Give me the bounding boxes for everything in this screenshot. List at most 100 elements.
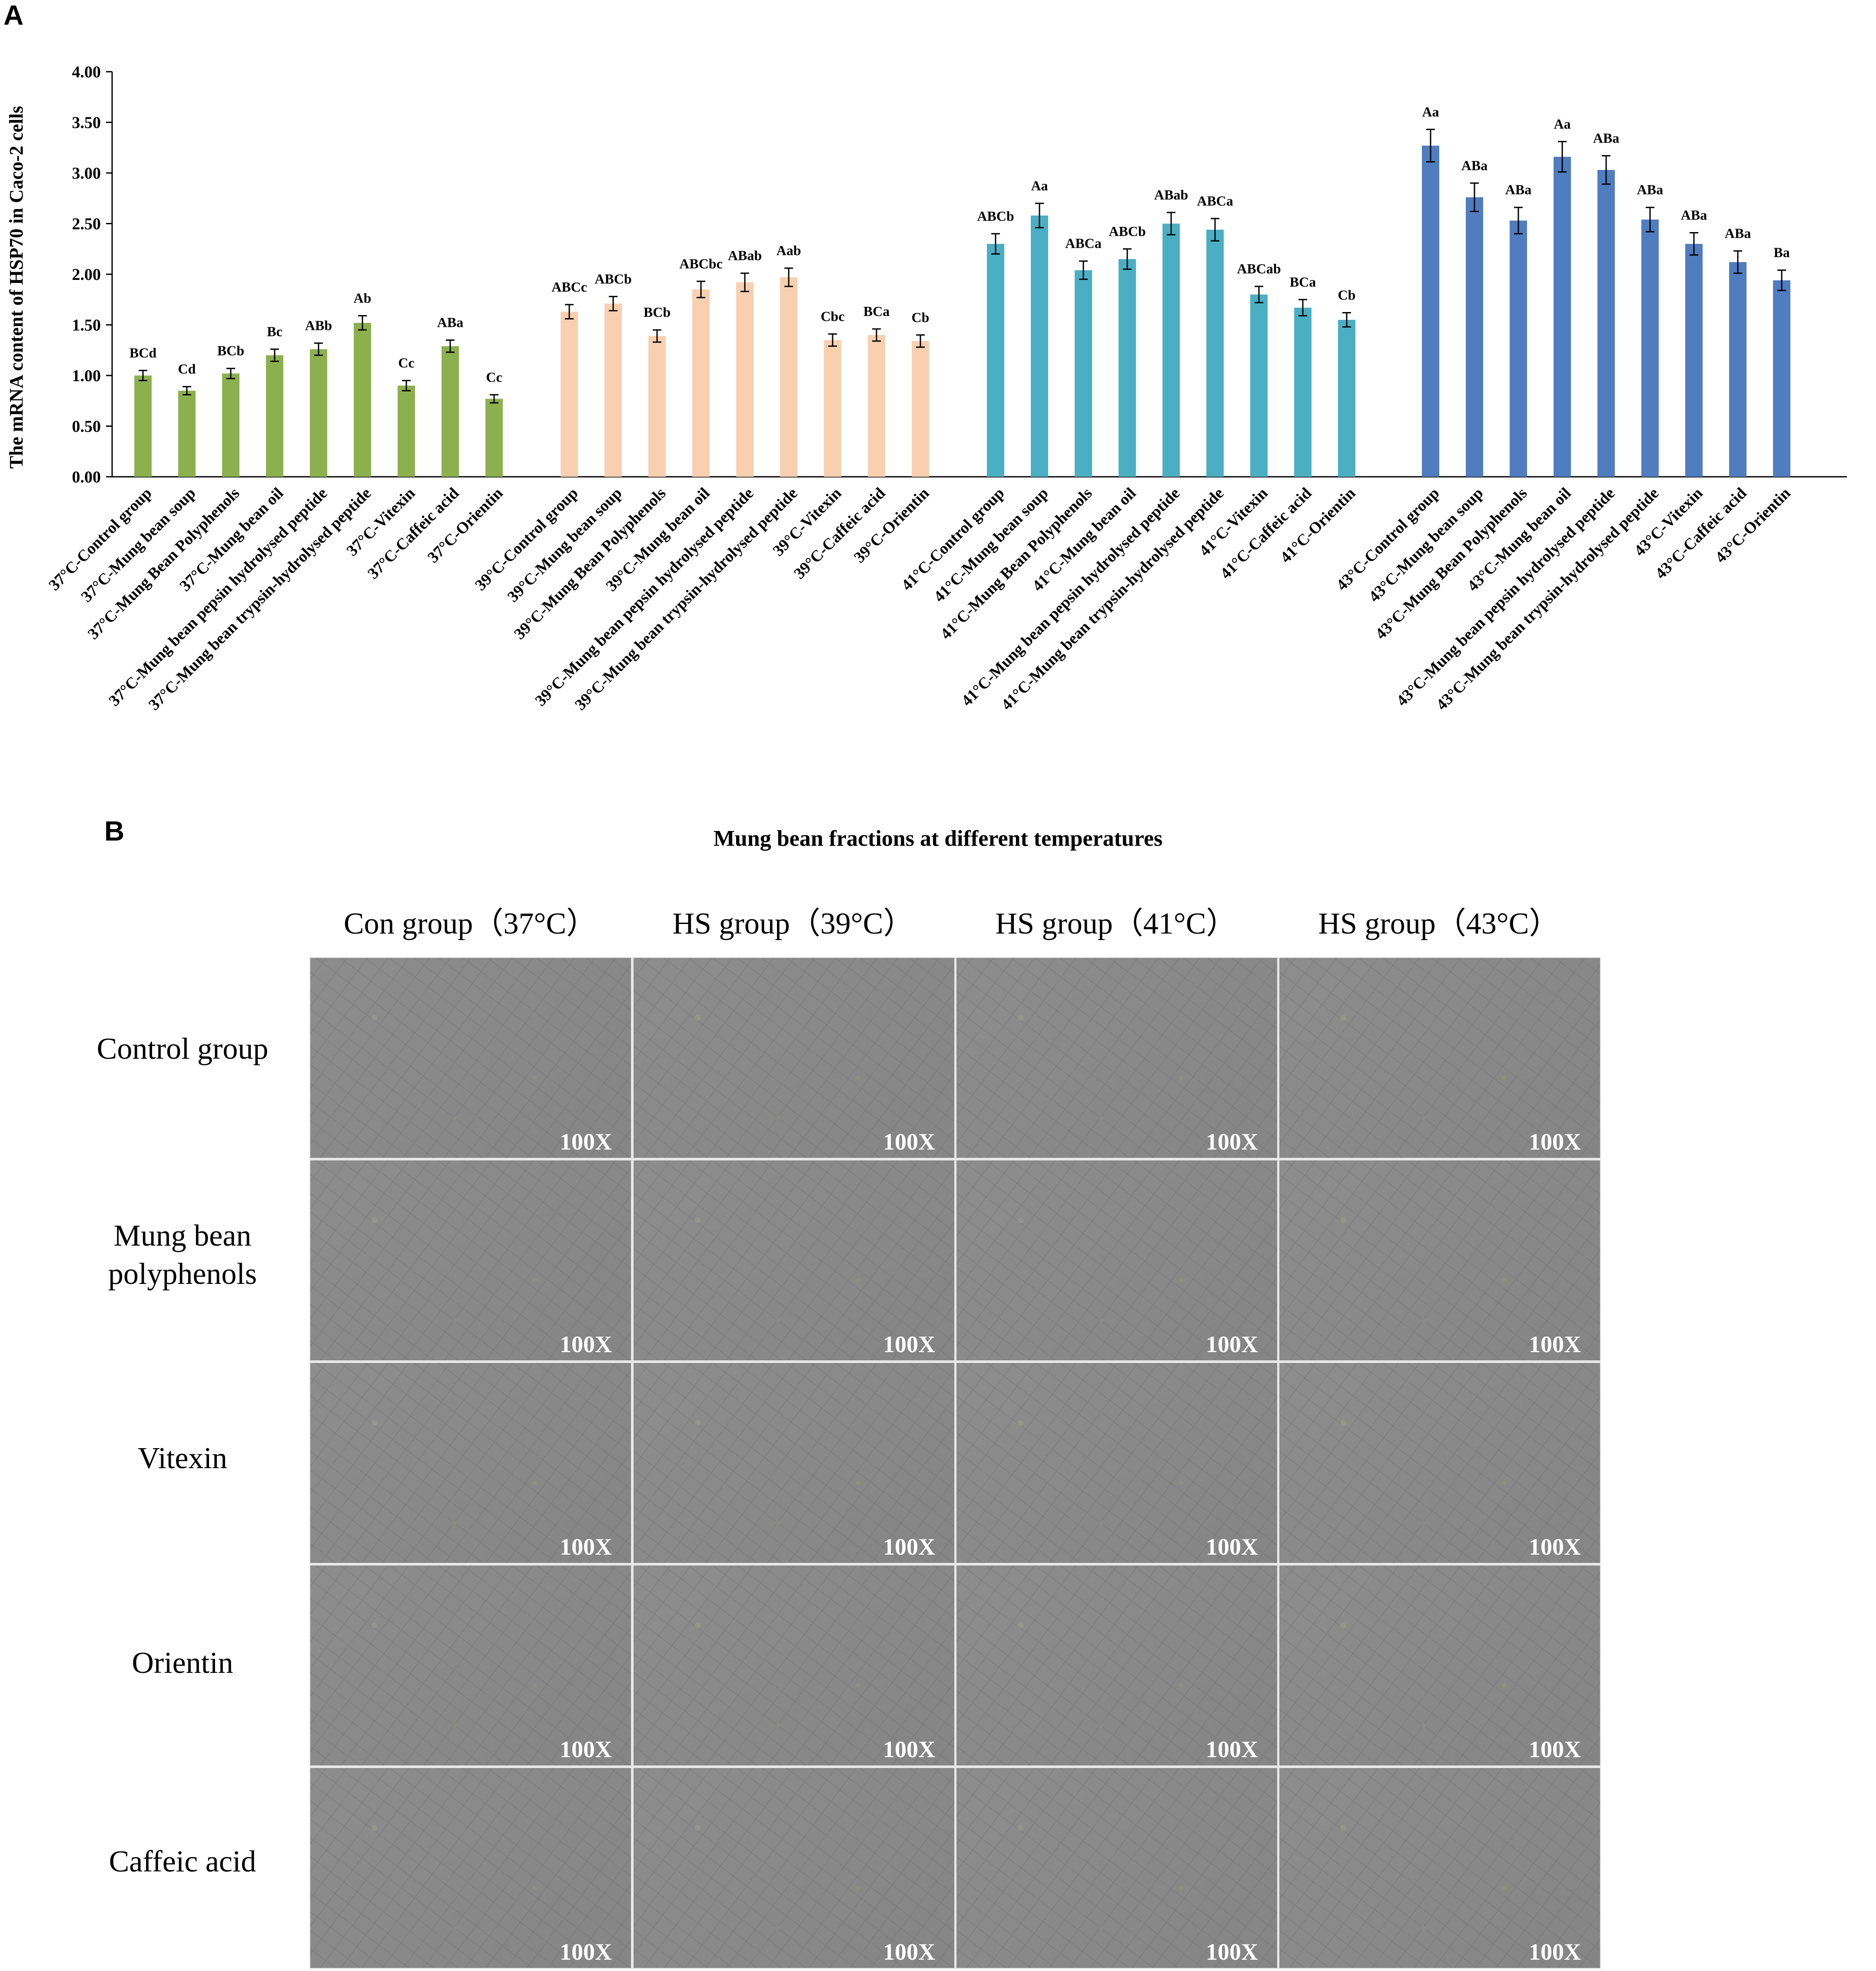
significance-label: ABb — [305, 317, 332, 333]
magnification-label: 100X — [560, 1736, 612, 1762]
significance-label: ABCc — [551, 279, 587, 295]
bar — [1338, 319, 1355, 477]
micrograph-control-37: 100X — [310, 958, 631, 1158]
bar — [266, 355, 283, 477]
significance-label: ABab — [1154, 187, 1188, 203]
row-label-vitexin: Vitexin — [138, 1442, 227, 1475]
micrograph-caffeic-43: 100X — [1279, 1768, 1600, 1968]
significance-label: ABCa — [1197, 193, 1233, 209]
bar — [1206, 229, 1224, 477]
bar — [648, 336, 666, 477]
magnification-label: 100X — [1206, 1939, 1258, 1965]
bar — [485, 399, 503, 477]
significance-label: ABCb — [594, 271, 631, 286]
significance-label: BCa — [1290, 274, 1316, 289]
micrograph-polyphenols-43: 100X — [1279, 1160, 1600, 1360]
significance-label: Cbc — [820, 308, 844, 324]
bar — [1729, 262, 1747, 477]
magnification-label: 100X — [1529, 1736, 1581, 1762]
significance-label: Cb — [1338, 287, 1356, 303]
significance-label: Bc — [267, 323, 282, 339]
significance-label: Ba — [1773, 245, 1790, 260]
micrograph-grid: 100X 100X 100X 100X 100X 100X 100X 100X 100X 100X… — [309, 957, 1601, 1969]
y-tick-label: 2.00 — [72, 266, 101, 284]
x-tick-label: 43°C-Orientin — [1712, 484, 1794, 566]
magnification-label: 100X — [560, 1331, 612, 1357]
micrograph-orientin-41: 100X — [956, 1565, 1277, 1765]
bar — [736, 282, 754, 477]
bar — [1250, 294, 1268, 477]
y-tick-label: 0.50 — [72, 418, 101, 436]
micrograph-polyphenols-41: 100X — [956, 1160, 1277, 1360]
x-tick-label: 41°C-Orientin — [1277, 484, 1359, 566]
bar — [442, 346, 459, 477]
micrograph-vitexin-39: 100X — [634, 1363, 954, 1563]
bar — [1119, 259, 1136, 477]
bar — [1294, 307, 1312, 477]
micrograph-polyphenols-39: 100X — [634, 1160, 954, 1360]
significance-label: ABa — [1593, 130, 1619, 146]
significance-label: Cb — [912, 309, 930, 325]
bar — [178, 390, 196, 477]
y-tick-label: 1.50 — [72, 316, 101, 335]
bar — [1075, 270, 1092, 477]
significance-label: Cc — [486, 369, 502, 385]
magnification-label: 100X — [1206, 1129, 1258, 1155]
column-header-con-37: Con group（37°C） — [343, 907, 597, 941]
significance-label: ABCa — [1065, 236, 1102, 251]
significance-label: ABab — [728, 248, 762, 263]
micrograph-control-43: 100X — [1279, 958, 1600, 1158]
significance-label: ABa — [437, 314, 463, 330]
micrograph-orientin-39: 100X — [634, 1565, 954, 1765]
magnification-label: 100X — [1529, 1939, 1581, 1965]
bar — [1031, 215, 1048, 477]
y-tick-label: 3.00 — [72, 164, 101, 183]
bar — [561, 312, 578, 477]
panel-b-letter: B — [104, 815, 125, 847]
significance-label: ABCbc — [679, 256, 723, 271]
bar — [134, 376, 152, 477]
bar — [1422, 146, 1439, 477]
significance-label: ABCb — [977, 208, 1014, 224]
y-tick-label: 0.00 — [72, 468, 101, 486]
micrograph-caffeic-41: 100X — [956, 1768, 1277, 1968]
row-label-caffeic: Caffeic acid — [109, 1845, 256, 1878]
bar — [1597, 170, 1615, 477]
magnification-label: 100X — [1206, 1534, 1258, 1560]
micrograph-vitexin-37: 100X — [310, 1363, 631, 1563]
significance-label: ABa — [1725, 225, 1751, 241]
bar — [1510, 220, 1527, 477]
magnification-label: 100X — [1529, 1129, 1581, 1155]
significance-label: ABa — [1505, 182, 1531, 197]
magnification-label: 100X — [883, 1534, 935, 1560]
significance-label: Aa — [1422, 104, 1439, 120]
micrograph-orientin-43: 100X — [1279, 1565, 1600, 1765]
bar — [987, 244, 1004, 477]
bar — [1466, 197, 1483, 477]
column-header-hs-39: HS group（39°C） — [672, 907, 914, 941]
bar — [1641, 219, 1659, 477]
significance-label: ABCab — [1237, 261, 1281, 276]
bar — [222, 373, 239, 477]
row-label-orientin: Orientin — [132, 1646, 233, 1680]
bar — [1685, 244, 1703, 477]
bar — [604, 303, 622, 477]
y-tick-label: 2.50 — [72, 215, 101, 233]
bar — [868, 335, 885, 477]
significance-label: Cc — [398, 355, 414, 371]
significance-label: BCb — [644, 304, 671, 320]
significance-label: ABCb — [1109, 223, 1146, 239]
y-tick-label: 1.00 — [72, 367, 101, 385]
significance-label: Aab — [777, 243, 801, 258]
bar — [310, 349, 327, 477]
magnification-label: 100X — [883, 1736, 935, 1762]
micrograph-polyphenols-37: 100X — [310, 1160, 631, 1360]
x-axis-title: Mung bean fractions at different tempera… — [713, 826, 1163, 851]
row-label-control: Control group — [96, 1032, 269, 1066]
significance-label: Cd — [178, 361, 196, 377]
micrograph-control-39: 100X — [634, 958, 954, 1158]
significance-label: ABa — [1461, 157, 1488, 173]
micrograph-orientin-37: 100X — [310, 1565, 631, 1765]
micrograph-caffeic-39: 100X — [634, 1768, 954, 1968]
magnification-label: 100X — [560, 1939, 612, 1965]
